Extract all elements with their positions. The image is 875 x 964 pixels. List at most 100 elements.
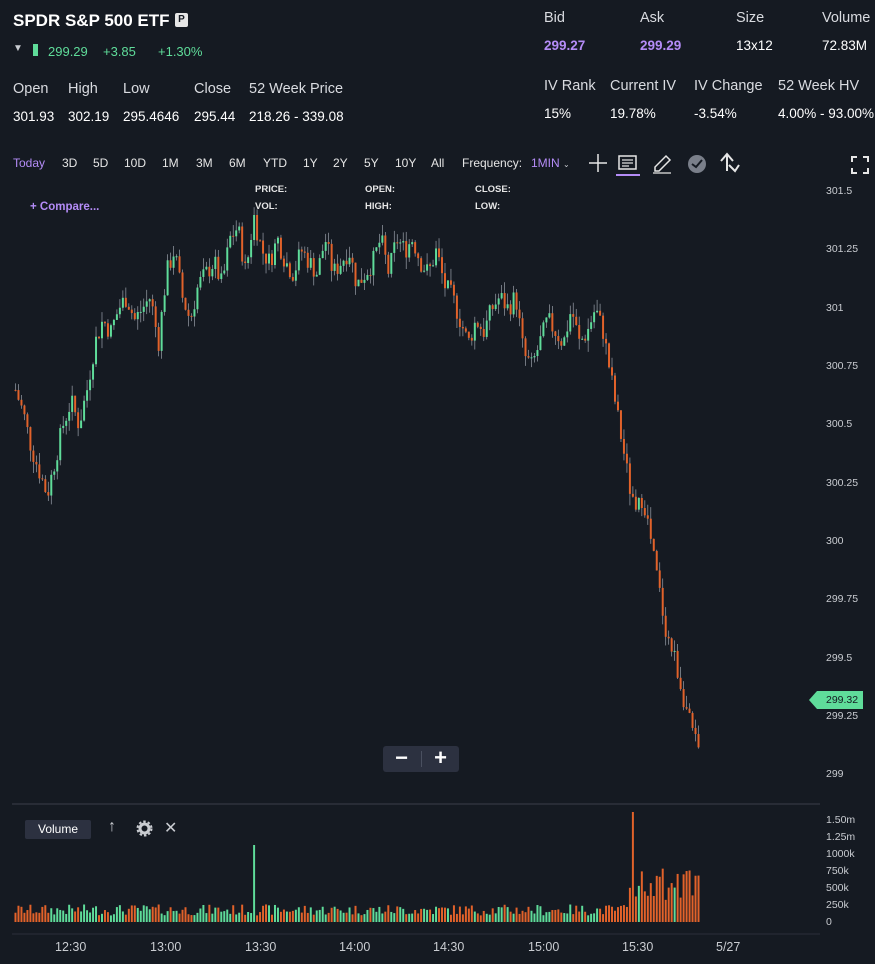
candle — [133, 313, 136, 320]
candle — [494, 304, 497, 310]
price-volume-chart[interactable] — [0, 178, 875, 964]
volume-bar — [133, 905, 136, 922]
candle — [71, 395, 74, 412]
candle — [640, 497, 643, 509]
volume-bar — [100, 913, 103, 922]
volume-bar — [360, 915, 363, 922]
zoom-in-button[interactable]: + — [434, 745, 447, 770]
gear-icon[interactable] — [136, 820, 153, 837]
range-10y[interactable]: 10Y — [395, 156, 417, 170]
candle — [250, 239, 253, 258]
candle — [679, 677, 682, 690]
volume-bar — [184, 907, 187, 922]
volume-tick: 500k — [826, 882, 849, 894]
arrow-up-icon[interactable]: ↑ — [108, 818, 116, 835]
volume-bar — [29, 904, 32, 922]
volume-bar — [464, 906, 467, 922]
price-tick: 301.5 — [826, 185, 853, 197]
candle — [411, 242, 414, 245]
candle — [524, 338, 527, 357]
price-tick: 300.25 — [826, 477, 859, 489]
close-label: Close — [194, 81, 232, 97]
current-price-tag-label: 299.32 — [826, 694, 859, 706]
range-ytd[interactable]: YTD — [263, 156, 287, 170]
volume-bar — [506, 907, 509, 922]
range-5d[interactable]: 5D — [93, 156, 109, 170]
volume-bar — [241, 904, 244, 922]
news-icon[interactable] — [616, 153, 640, 177]
close-icon[interactable]: ✕ — [164, 820, 178, 837]
volume-bar — [256, 915, 259, 922]
candle — [458, 318, 461, 327]
volume-bar — [417, 913, 420, 922]
volume-bar — [512, 913, 515, 922]
chevron-down-icon[interactable]: ▼ — [13, 43, 23, 54]
volume-bar — [336, 908, 339, 922]
zoom-out-button[interactable]: − — [395, 745, 408, 770]
candle — [282, 258, 285, 267]
range-6m[interactable]: 6M — [229, 156, 246, 170]
volume-bar — [139, 910, 142, 922]
volume-bar — [229, 913, 232, 922]
range-10d[interactable]: 10D — [124, 156, 147, 170]
candle — [172, 256, 175, 268]
candle — [387, 254, 390, 274]
candle — [476, 322, 479, 327]
range-3m[interactable]: 3M — [196, 156, 213, 170]
events-icon[interactable] — [686, 153, 708, 175]
volume-bar — [387, 905, 390, 922]
volume-bar — [89, 912, 92, 922]
volume-bar — [333, 906, 336, 922]
volume-bar — [497, 907, 500, 922]
frequency-select[interactable]: 1MIN ⌄ — [531, 156, 570, 170]
volume-bar — [291, 910, 294, 922]
candle — [420, 258, 423, 272]
volume-bar — [542, 915, 545, 922]
volume-value: 72.83M — [822, 38, 868, 53]
candle — [596, 310, 599, 313]
volume-bar — [655, 875, 658, 922]
change-absolute: +3.85 — [103, 44, 136, 59]
volume-bar — [166, 911, 169, 922]
range-2y[interactable]: 2Y — [333, 156, 348, 170]
candle — [611, 367, 614, 376]
candle — [378, 242, 381, 248]
range-today[interactable]: Today — [13, 156, 46, 170]
ticker-title: SPDR S&P 500 ETF — [13, 11, 170, 30]
volume-bar — [557, 909, 560, 922]
candle — [605, 338, 608, 344]
candle — [238, 226, 241, 231]
fullscreen-icon[interactable] — [851, 156, 869, 174]
range-3d[interactable]: 3D — [62, 156, 78, 170]
volume-indicator-chip[interactable]: Volume — [25, 820, 91, 839]
volume-bar — [196, 912, 199, 922]
volume-bar — [584, 911, 587, 922]
compare-button[interactable]: + Compare... — [30, 201, 100, 213]
volume-bar — [276, 907, 279, 922]
volume-bar — [23, 912, 26, 922]
candle — [560, 341, 563, 346]
volume-bar — [282, 909, 285, 922]
candle — [98, 336, 100, 339]
candle — [154, 306, 157, 328]
volume-bar — [554, 909, 557, 922]
candle — [661, 587, 664, 616]
range-1y[interactable]: 1Y — [303, 156, 318, 170]
range-1m[interactable]: 1M — [162, 156, 179, 170]
volume-bar — [435, 906, 438, 922]
position-badge[interactable]: P — [175, 13, 188, 27]
candle — [232, 235, 235, 237]
volume-bar — [596, 908, 599, 922]
volume-bar — [467, 908, 470, 922]
share-icon[interactable] — [717, 151, 741, 175]
candle — [393, 242, 396, 253]
crosshair-icon[interactable] — [588, 153, 608, 173]
candle — [360, 279, 363, 283]
candle — [482, 328, 485, 337]
candle — [256, 214, 259, 241]
range-5y[interactable]: 5Y — [364, 156, 379, 170]
candle — [354, 262, 357, 287]
price-tick: 300.5 — [826, 418, 853, 430]
range-all[interactable]: All — [431, 156, 445, 170]
draw-pencil-icon[interactable] — [651, 153, 673, 175]
